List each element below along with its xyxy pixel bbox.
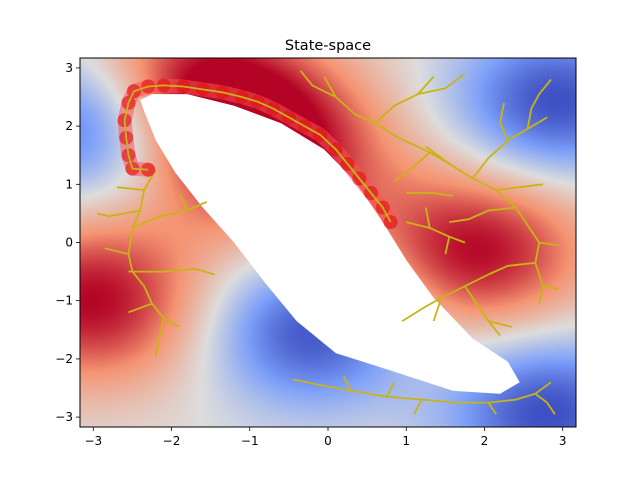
tree-branch-29 [424, 207, 431, 229]
tree-branch-32 [292, 378, 556, 415]
tree-branch-25 [464, 285, 501, 337]
tree-branch-9 [299, 70, 544, 304]
x-tick-label: 0 [324, 434, 332, 448]
path-line [123, 84, 392, 223]
y-tick-label: 1 [65, 177, 73, 191]
tree-branch-3 [104, 247, 129, 255]
tree-branch-14 [393, 151, 431, 183]
tree-branch-35 [487, 402, 497, 415]
tree-branch-4 [96, 209, 141, 218]
y-tick-label: 2 [65, 119, 73, 133]
x-tick-label: −3 [84, 434, 102, 448]
y-tick-label: −3 [55, 410, 73, 424]
x-axis: −3 −2 −1 0 1 2 3 [84, 427, 567, 448]
tree-branch-31 [406, 192, 454, 197]
tree-branch-16 [499, 102, 509, 141]
tree-branch-18 [425, 145, 450, 165]
x-tick-label: 3 [559, 434, 567, 448]
tree-branch-2 [128, 267, 215, 276]
chart-title: State-space [285, 38, 371, 54]
tree-branch-5 [116, 186, 145, 191]
tree-branch-7 [163, 317, 180, 328]
tree-branch-33 [385, 381, 396, 398]
y-axis: −3 −2 −1 0 1 2 3 [55, 61, 80, 424]
plot-area [80, 58, 576, 427]
y-tick-label: 0 [65, 236, 73, 250]
tree-branch-20 [449, 206, 516, 223]
x-tick-label: −1 [241, 434, 259, 448]
tree-branch-21 [539, 241, 559, 247]
tree-layer [96, 70, 559, 415]
tree-branch-8 [178, 192, 189, 211]
x-tick-label: 1 [402, 434, 410, 448]
tree-branch-23 [542, 285, 559, 290]
tree-branch-27 [432, 297, 443, 322]
tree-branch-30 [444, 236, 451, 255]
tree-branch-28 [405, 221, 466, 244]
x-tick-label: 2 [481, 434, 489, 448]
tree-branch-22 [488, 262, 536, 276]
obstacle-region [140, 94, 520, 394]
tree-branch-37 [342, 375, 353, 392]
tree-branch-11 [374, 87, 446, 124]
tree-branch-26 [488, 320, 513, 328]
tree-branch-10 [323, 76, 337, 98]
tree-branch-19 [496, 183, 544, 191]
tree-branch-36 [534, 381, 552, 395]
x-tick-label: −2 [163, 434, 181, 448]
path-layer [117, 78, 398, 230]
y-tick-label: −1 [55, 294, 73, 308]
tree-branch-6 [128, 302, 153, 314]
tree-branch-34 [413, 399, 423, 415]
tree-branch-1 [132, 200, 208, 229]
y-tick-label: −2 [55, 352, 73, 366]
tree-branch-12 [417, 76, 435, 95]
tree-branch-13 [444, 72, 466, 90]
tree-branch-17 [526, 78, 552, 130]
y-tick-label: 3 [65, 61, 73, 75]
